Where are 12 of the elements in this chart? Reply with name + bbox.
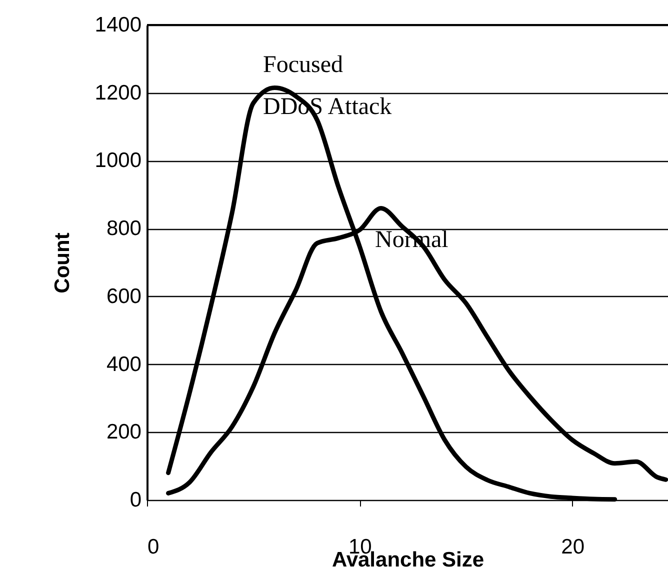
annotation: Focused [263, 52, 343, 78]
y-tick-label: 1200 [94, 81, 142, 104]
x-tick-label: 0 [148, 536, 160, 558]
y-tick-label: 200 [106, 420, 142, 444]
x-tick-label: 20 [561, 536, 584, 558]
y-tick-label: 600 [106, 284, 142, 308]
y-tick-label: 1000 [94, 149, 142, 172]
y-tick-label: 0 [130, 488, 142, 512]
y-tick-label: 400 [106, 352, 142, 376]
y-tick-label: 800 [106, 217, 142, 240]
y-tick-label: 1400 [94, 14, 142, 36]
y-axis-title: Count [50, 232, 74, 294]
